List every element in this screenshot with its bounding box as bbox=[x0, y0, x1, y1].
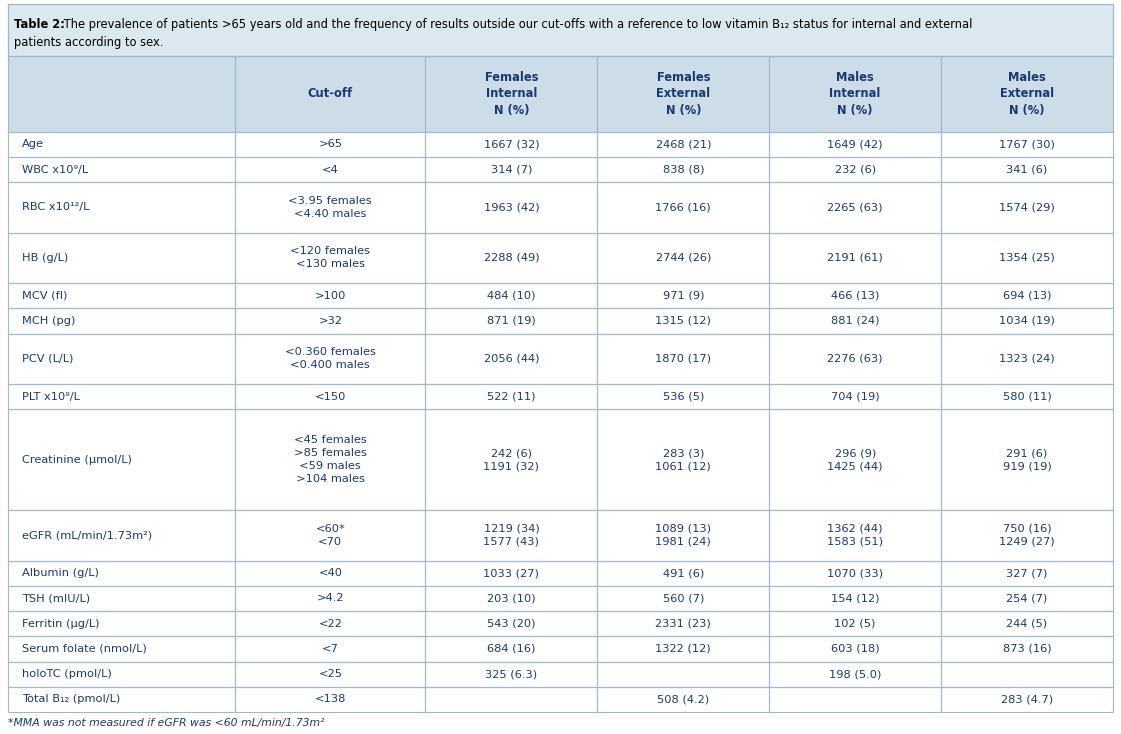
Bar bbox=[769, 510, 942, 561]
Text: Females
Internal
N (%): Females Internal N (%) bbox=[484, 71, 538, 117]
Bar bbox=[597, 410, 769, 510]
Text: 2468 (21): 2468 (21) bbox=[656, 139, 711, 149]
Bar bbox=[942, 308, 1113, 333]
Text: 1033 (27): 1033 (27) bbox=[483, 568, 539, 578]
Text: <138: <138 bbox=[315, 694, 346, 705]
Bar bbox=[769, 611, 942, 636]
Bar bbox=[942, 410, 1113, 510]
Bar bbox=[942, 561, 1113, 586]
Bar bbox=[597, 636, 769, 661]
Text: 232 (6): 232 (6) bbox=[835, 164, 876, 175]
Bar bbox=[426, 182, 597, 233]
Text: 694 (13): 694 (13) bbox=[1003, 291, 1051, 301]
Text: 2191 (61): 2191 (61) bbox=[827, 252, 883, 263]
Text: 2276 (63): 2276 (63) bbox=[827, 354, 883, 364]
Bar bbox=[769, 157, 942, 182]
Bar bbox=[8, 308, 235, 333]
Text: 314 (7): 314 (7) bbox=[491, 164, 532, 175]
Text: 198 (5.0): 198 (5.0) bbox=[828, 669, 881, 679]
Text: >65: >65 bbox=[318, 139, 342, 149]
Text: MCH (pg): MCH (pg) bbox=[22, 316, 75, 326]
Text: *MMA was not measured if eGFR was <60 mL/min/1.73m²: *MMA was not measured if eGFR was <60 mL… bbox=[8, 718, 324, 728]
Text: 1963 (42): 1963 (42) bbox=[483, 203, 539, 212]
Bar bbox=[597, 661, 769, 687]
Bar bbox=[597, 308, 769, 333]
Text: RBC x10¹²/L: RBC x10¹²/L bbox=[22, 203, 90, 212]
Text: 203 (10): 203 (10) bbox=[488, 594, 536, 603]
Bar bbox=[426, 636, 597, 661]
Text: PCV (L/L): PCV (L/L) bbox=[22, 354, 73, 364]
Text: 1649 (42): 1649 (42) bbox=[827, 139, 883, 149]
Bar bbox=[597, 333, 769, 384]
Bar bbox=[426, 611, 597, 636]
Bar bbox=[769, 410, 942, 510]
Text: 1362 (44)
1583 (51): 1362 (44) 1583 (51) bbox=[827, 524, 883, 547]
Text: 244 (5): 244 (5) bbox=[1007, 619, 1048, 629]
Text: 1089 (13)
1981 (24): 1089 (13) 1981 (24) bbox=[656, 524, 712, 547]
Text: holoTC (pmol/L): holoTC (pmol/L) bbox=[22, 669, 112, 679]
Text: 102 (5): 102 (5) bbox=[834, 619, 876, 629]
Bar bbox=[426, 687, 597, 712]
Bar bbox=[426, 410, 597, 510]
Bar bbox=[235, 510, 426, 561]
Bar bbox=[769, 233, 942, 283]
Bar bbox=[942, 182, 1113, 233]
Text: WBC x10⁹/L: WBC x10⁹/L bbox=[22, 164, 89, 175]
Bar bbox=[8, 561, 235, 586]
Text: Ferritin (μg/L): Ferritin (μg/L) bbox=[22, 619, 100, 629]
Text: Females
External
N (%): Females External N (%) bbox=[656, 71, 711, 117]
Text: <40: <40 bbox=[318, 568, 342, 578]
Bar bbox=[426, 233, 597, 283]
Text: Total B₁₂ (pmol/L): Total B₁₂ (pmol/L) bbox=[22, 694, 120, 705]
Bar bbox=[235, 157, 426, 182]
Bar bbox=[597, 157, 769, 182]
Text: <25: <25 bbox=[318, 669, 342, 679]
Text: >32: >32 bbox=[318, 316, 342, 326]
Bar bbox=[769, 661, 942, 687]
Bar bbox=[769, 636, 942, 661]
Text: 1070 (33): 1070 (33) bbox=[827, 568, 883, 578]
Text: 543 (20): 543 (20) bbox=[488, 619, 536, 629]
Bar bbox=[942, 131, 1113, 157]
Text: 327 (7): 327 (7) bbox=[1007, 568, 1048, 578]
Bar bbox=[235, 308, 426, 333]
Text: 2288 (49): 2288 (49) bbox=[483, 252, 539, 263]
Bar bbox=[235, 283, 426, 308]
Text: Albumin (g/L): Albumin (g/L) bbox=[22, 568, 99, 578]
Bar bbox=[8, 56, 235, 131]
Text: 704 (19): 704 (19) bbox=[831, 392, 880, 401]
Bar bbox=[8, 510, 235, 561]
Bar bbox=[426, 157, 597, 182]
Bar bbox=[426, 561, 597, 586]
Text: 560 (7): 560 (7) bbox=[663, 594, 704, 603]
Text: <150: <150 bbox=[315, 392, 346, 401]
Bar bbox=[942, 687, 1113, 712]
Bar bbox=[597, 283, 769, 308]
Text: Creatinine (μmol/L): Creatinine (μmol/L) bbox=[22, 454, 132, 465]
Bar bbox=[597, 611, 769, 636]
Text: 838 (8): 838 (8) bbox=[663, 164, 704, 175]
Bar bbox=[769, 56, 942, 131]
Text: 296 (9)
1425 (44): 296 (9) 1425 (44) bbox=[827, 448, 883, 471]
Bar bbox=[426, 661, 597, 687]
Bar bbox=[769, 561, 942, 586]
Bar bbox=[235, 687, 426, 712]
Bar bbox=[8, 182, 235, 233]
Text: 871 (19): 871 (19) bbox=[487, 316, 536, 326]
Bar bbox=[942, 586, 1113, 611]
Bar bbox=[8, 233, 235, 283]
Text: PLT x10⁹/L: PLT x10⁹/L bbox=[22, 392, 80, 401]
Bar bbox=[8, 687, 235, 712]
Text: 1767 (30): 1767 (30) bbox=[999, 139, 1055, 149]
Bar bbox=[597, 56, 769, 131]
Text: 881 (24): 881 (24) bbox=[831, 316, 879, 326]
Text: 873 (16): 873 (16) bbox=[1003, 644, 1051, 654]
Text: 1870 (17): 1870 (17) bbox=[656, 354, 712, 364]
Bar bbox=[235, 56, 426, 131]
Bar bbox=[8, 586, 235, 611]
Bar bbox=[769, 131, 942, 157]
Bar bbox=[235, 636, 426, 661]
Bar bbox=[235, 384, 426, 410]
Text: 242 (6)
1191 (32): 242 (6) 1191 (32) bbox=[483, 448, 539, 471]
Text: <22: <22 bbox=[318, 619, 342, 629]
